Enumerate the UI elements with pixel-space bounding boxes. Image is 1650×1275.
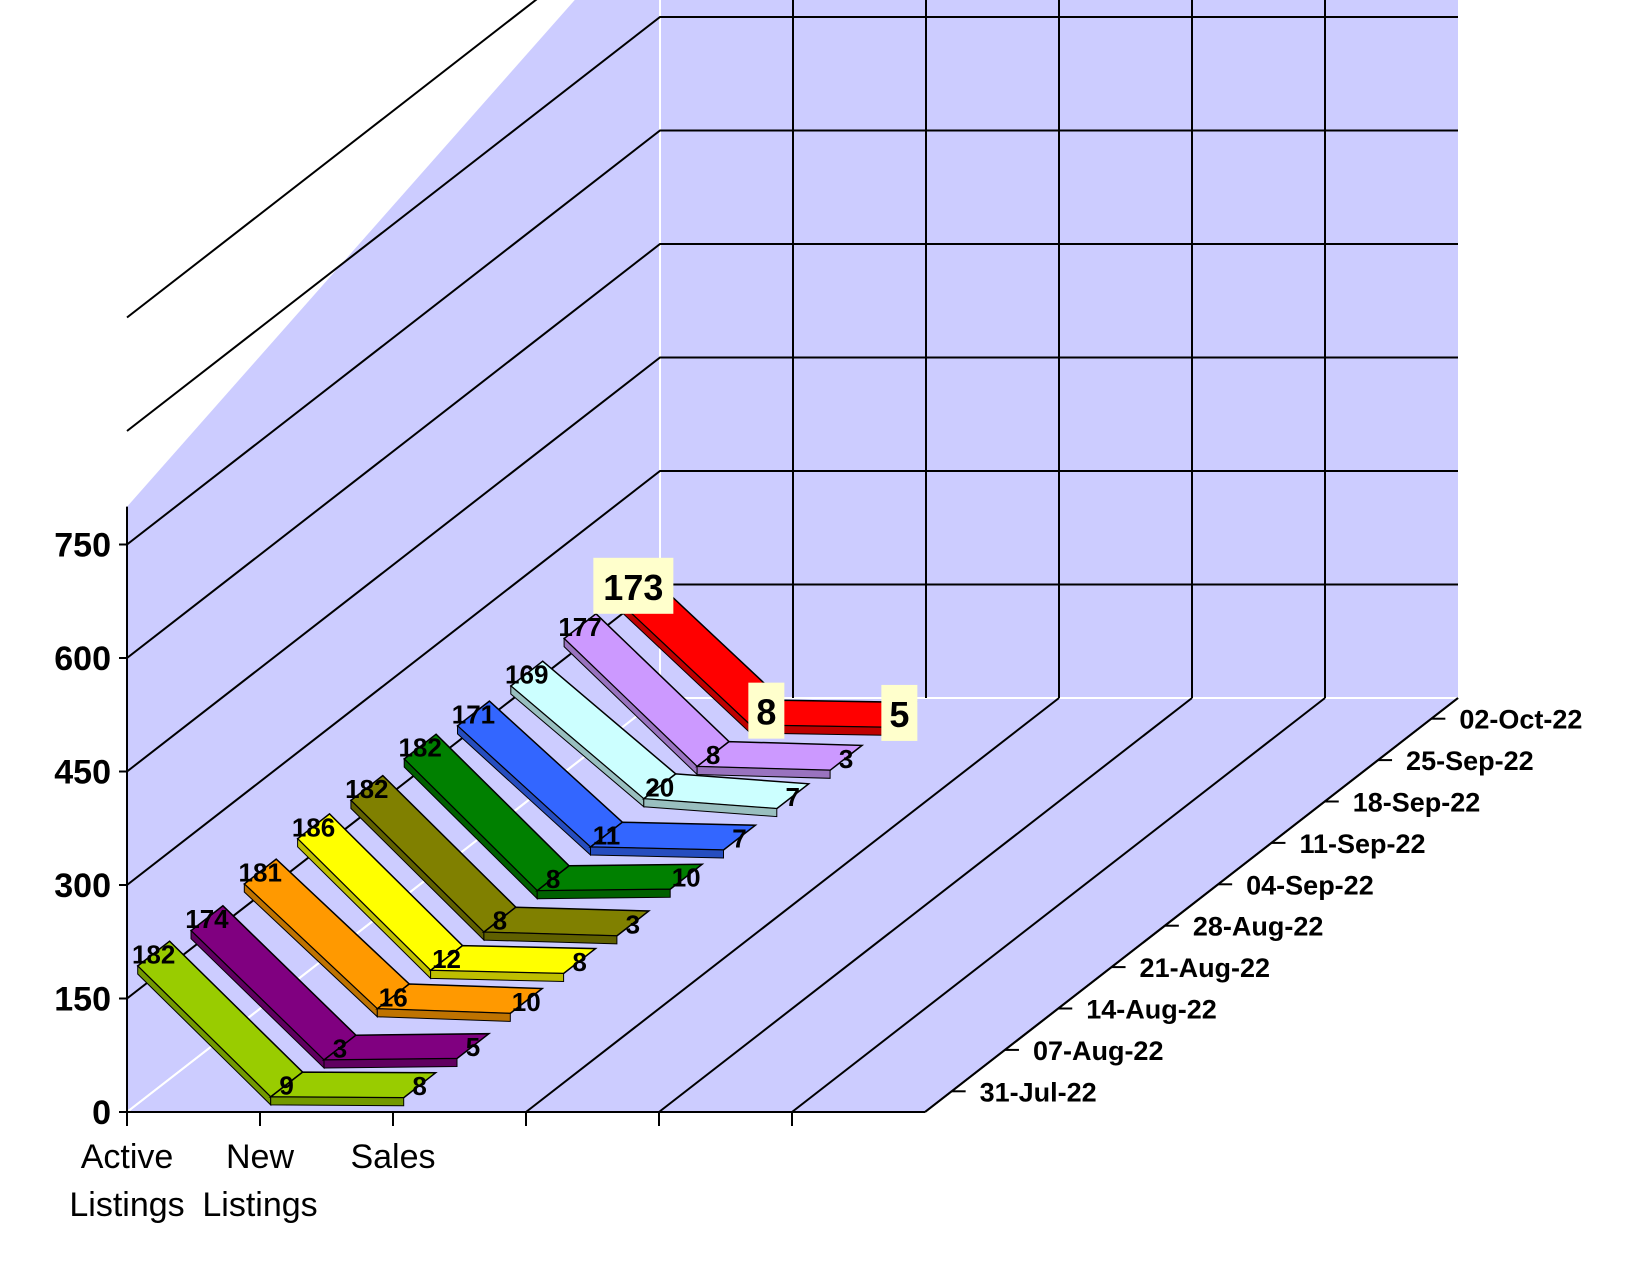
y-tick-label: 750 (54, 527, 111, 565)
data-label: 8 (756, 692, 776, 733)
x-category-label: Active (81, 1138, 174, 1176)
chart-series (136, 574, 918, 1107)
ribbon-18-Sep-22-side-1 (643, 798, 778, 818)
x-category-label: Listings (69, 1186, 184, 1224)
x-category-label: Listings (202, 1186, 317, 1224)
data-label: 5 (466, 1032, 480, 1062)
floor-depth-line-3 (525, 697, 1060, 1113)
data-label: 177 (558, 612, 601, 642)
data-label: 12 (432, 944, 461, 974)
depth-date-label: 14-Aug-22 (1086, 995, 1217, 1025)
ribbon-14-Aug-22-side-1 (376, 1008, 511, 1022)
y-tick-label: 150 (54, 981, 111, 1019)
ribbon-11-Sep-22-side-1 (590, 846, 724, 859)
depth-date-label: 18-Sep-22 (1353, 788, 1481, 818)
y-tick-label: 600 (54, 640, 111, 678)
data-label-bg (748, 682, 785, 739)
y-tick-label: 300 (54, 867, 111, 905)
data-label: 169 (505, 660, 548, 690)
data-label: 174 (185, 904, 229, 934)
chart-axes: 0 150 300 450 600 750 Active Listings New Listing… (54, 506, 1582, 1224)
data-label: 3 (333, 1034, 347, 1064)
depth-date-label: 21-Aug-22 (1140, 953, 1271, 983)
ribbon-07-Aug-22-side-1 (323, 1057, 458, 1069)
data-label: 173 (603, 567, 663, 608)
depth-date-label: 11-Sep-22 (1299, 829, 1425, 859)
x-category-label: New (226, 1138, 294, 1176)
depth-date-label: 25-Sep-22 (1406, 746, 1534, 776)
data-label: 8 (493, 906, 507, 936)
data-label: 182 (398, 733, 441, 763)
floor-depth-line-4 (658, 697, 1193, 1113)
depth-date-label: 31-Jul-22 (980, 1077, 1097, 1107)
ribbon-21-Aug-22-side-1 (430, 969, 565, 983)
chart-data-labels: 182 9 8 174 3 5 181 16 10 186 12 8 182 8 3 182 8 10 171 11 7… (132, 557, 918, 1101)
y-tick-label: 0 (92, 1094, 111, 1132)
data-label: 7 (732, 824, 746, 854)
depth-date-label: 28-Aug-22 (1193, 912, 1324, 942)
data-label: 20 (645, 772, 674, 802)
data-label: 3 (839, 744, 853, 774)
data-label: 8 (572, 947, 586, 977)
x-category-label: Sales (350, 1138, 435, 1176)
ribbon-25-Sep-22-side-1 (696, 765, 831, 779)
data-label: 182 (132, 940, 175, 970)
depth-date-label: 07-Aug-22 (1033, 1036, 1164, 1066)
data-label: 8 (706, 740, 720, 770)
data-label: 8 (546, 864, 560, 894)
data-label-bg (593, 557, 674, 614)
data-label: 186 (292, 812, 335, 842)
data-label: 7 (786, 782, 800, 812)
y-tick-label: 450 (54, 754, 111, 792)
left-wall (127, 0, 660, 1112)
gridline-6 (126, 0, 538, 319)
data-label: 9 (279, 1070, 293, 1100)
depth-date-label: 04-Sep-22 (1246, 870, 1374, 900)
data-label: 10 (512, 987, 541, 1017)
depth-axis-line (924, 697, 1459, 1113)
depth-date-label: 02-Oct-22 (1459, 705, 1582, 735)
data-label: 171 (452, 700, 495, 730)
data-label: 11 (593, 821, 621, 851)
data-label: 8 (412, 1071, 426, 1101)
data-label: 16 (379, 982, 408, 1012)
data-label: 10 (672, 863, 701, 893)
data-label: 182 (345, 774, 388, 804)
data-label: 181 (239, 858, 282, 888)
floor-depth-line-5 (791, 697, 1326, 1113)
data-label-bg (881, 684, 918, 741)
data-label: 3 (626, 909, 640, 939)
data-label: 5 (889, 694, 909, 735)
ribbon-28-Aug-22-side-1 (483, 931, 618, 945)
ribbon-31-Jul-22-side-1 (270, 1096, 405, 1107)
ribbon-04-Sep-22-side-1 (536, 888, 671, 900)
